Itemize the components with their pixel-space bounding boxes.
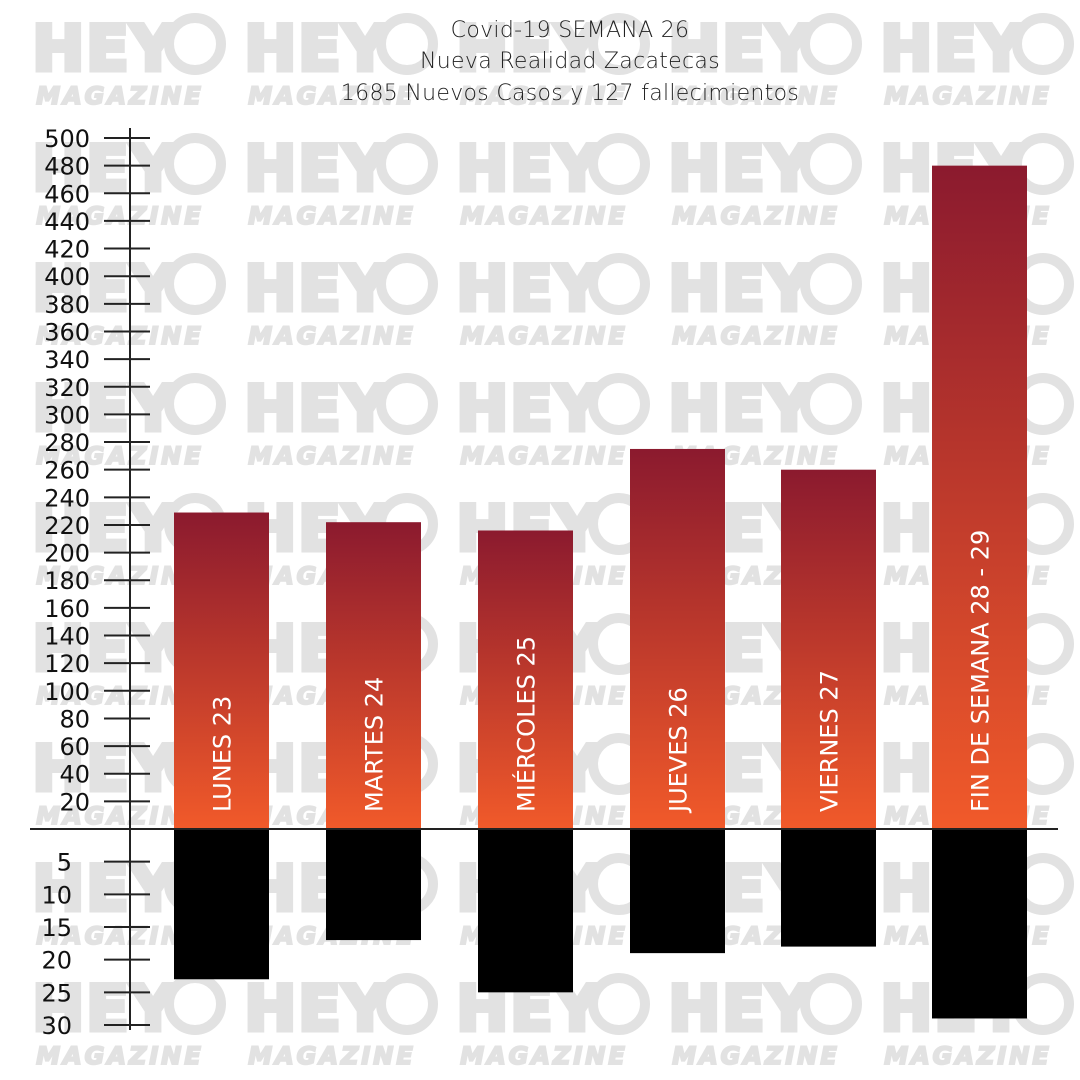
y-tick-label: 380 <box>44 291 90 319</box>
bar-category-label: LUNES 23 <box>209 696 237 812</box>
chart-title-line-1: Covid-19 SEMANA 26 <box>450 18 690 43</box>
bar-upper <box>174 512 269 829</box>
y-tick-label: 480 <box>44 153 90 181</box>
y-tick-label: 260 <box>44 457 90 485</box>
y-tick-label: 180 <box>44 567 90 595</box>
bar-category-label: MARTES 24 <box>361 677 389 812</box>
bar-category-label: FIN DE SEMANA 28 - 29 <box>967 530 995 812</box>
bar-category-label: MIÉRCOLES 25 <box>512 636 541 812</box>
y-tick-label: 500 <box>44 125 90 153</box>
y-tick-label: 300 <box>44 401 90 429</box>
chart-title-line-3: 1685 Nuevos Casos y 127 fallecimientos <box>340 81 800 106</box>
bar-lower <box>630 829 725 954</box>
bar-lower <box>326 829 421 941</box>
bar-upper <box>781 469 876 829</box>
y-tick-label: 220 <box>44 512 90 540</box>
bar-upper <box>630 448 725 829</box>
y-tick-label: 40 <box>59 761 90 789</box>
y-tick-label-lower: 15 <box>41 914 72 942</box>
y-tick-label: 200 <box>44 540 90 568</box>
y-tick-label: 280 <box>44 429 90 457</box>
y-tick-label: 160 <box>44 595 90 623</box>
bar-lower <box>174 829 269 980</box>
y-tick-label-lower: 10 <box>41 881 72 909</box>
y-tick-label: 60 <box>59 733 90 761</box>
bar-lower <box>478 829 573 993</box>
y-tick-label: 460 <box>44 180 90 208</box>
bar-upper <box>478 530 573 829</box>
y-tick-label: 100 <box>44 678 90 706</box>
y-tick-label: 400 <box>44 263 90 291</box>
y-tick-label: 120 <box>44 650 90 678</box>
bar-category-label: JUEVES 26 <box>665 687 693 814</box>
bar-lower <box>781 829 876 947</box>
bar-upper <box>326 522 421 829</box>
bar-category-label: VIERNES 27 <box>816 670 844 812</box>
y-tick-label-lower: 20 <box>41 947 72 975</box>
bar-lower <box>932 829 1027 1019</box>
y-tick-label: 340 <box>44 346 90 374</box>
y-tick-label-lower: 5 <box>57 849 72 877</box>
y-tick-label: 20 <box>59 788 90 816</box>
y-tick-label: 240 <box>44 484 90 512</box>
y-tick-label: 440 <box>44 208 90 236</box>
y-tick-label: 140 <box>44 623 90 651</box>
chart-title-line-2: Nueva Realidad Zacatecas <box>420 49 720 74</box>
y-tick-label-lower: 30 <box>41 1012 72 1040</box>
bar-upper <box>932 165 1027 829</box>
y-tick-label-lower: 25 <box>41 979 72 1007</box>
y-tick-label: 80 <box>59 705 90 733</box>
y-tick-label: 320 <box>44 374 90 402</box>
y-tick-label: 420 <box>44 236 90 264</box>
y-tick-label: 360 <box>44 318 90 346</box>
